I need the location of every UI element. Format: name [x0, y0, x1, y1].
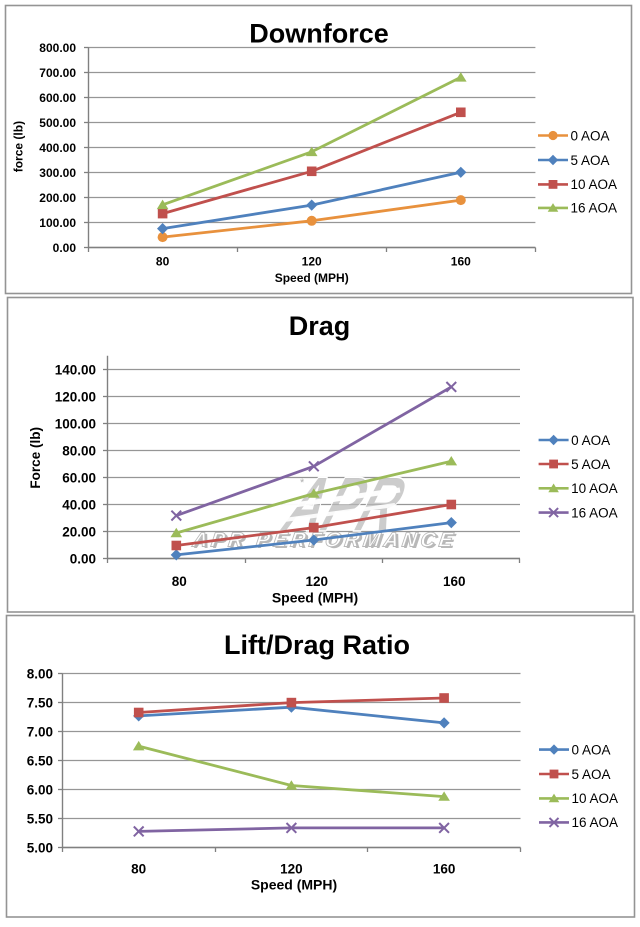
svg-text:700.00: 700.00	[39, 66, 76, 80]
svg-text:0 AOA: 0 AOA	[572, 742, 611, 757]
svg-text:16 AOA: 16 AOA	[571, 505, 618, 520]
svg-text:6.00: 6.00	[27, 782, 53, 797]
svg-text:160: 160	[443, 574, 466, 589]
svg-text:120: 120	[280, 861, 303, 876]
svg-text:120: 120	[306, 574, 329, 589]
svg-text:6.50: 6.50	[27, 753, 53, 768]
svg-text:7.00: 7.00	[27, 724, 53, 739]
svg-text:120.00: 120.00	[55, 389, 96, 404]
svg-text:300.00: 300.00	[39, 166, 76, 180]
svg-text:5.50: 5.50	[27, 811, 53, 826]
svg-text:5 AOA: 5 AOA	[571, 153, 610, 168]
svg-text:400.00: 400.00	[39, 141, 76, 155]
svg-text:0.00: 0.00	[70, 551, 96, 566]
svg-text:160: 160	[451, 254, 471, 268]
svg-text:120: 120	[302, 254, 322, 268]
svg-text:10 AOA: 10 AOA	[572, 791, 619, 806]
svg-text:80: 80	[156, 254, 170, 268]
svg-text:80: 80	[131, 861, 146, 876]
svg-text:16 AOA: 16 AOA	[571, 201, 618, 216]
svg-text:0 AOA: 0 AOA	[571, 433, 610, 448]
svg-text:8.00: 8.00	[27, 666, 53, 681]
svg-text:Drag: Drag	[289, 311, 351, 341]
svg-text:140.00: 140.00	[55, 362, 96, 377]
svg-text:100.00: 100.00	[55, 416, 96, 431]
svg-text:100.00: 100.00	[39, 216, 76, 230]
svg-text:5 AOA: 5 AOA	[571, 457, 610, 472]
svg-text:*: *	[300, 477, 305, 489]
svg-text:60.00: 60.00	[62, 470, 96, 485]
svg-text:Force (lb): Force (lb)	[28, 427, 43, 489]
svg-text:7.50: 7.50	[27, 695, 53, 710]
svg-text:16 AOA: 16 AOA	[572, 815, 619, 830]
svg-text:Speed (MPH): Speed (MPH)	[251, 877, 337, 893]
svg-text:5.00: 5.00	[27, 840, 53, 855]
svg-text:Lift/Drag Ratio: Lift/Drag Ratio	[224, 630, 410, 660]
svg-text:80: 80	[172, 574, 187, 589]
svg-text:Speed (MPH): Speed (MPH)	[272, 590, 358, 606]
svg-text:10 AOA: 10 AOA	[571, 481, 618, 496]
svg-text:Speed (MPH): Speed (MPH)	[275, 271, 349, 285]
svg-text:160: 160	[433, 861, 456, 876]
svg-text:Downforce: Downforce	[249, 19, 389, 49]
svg-text:40.00: 40.00	[62, 497, 96, 512]
svg-text:5 AOA: 5 AOA	[572, 767, 611, 782]
svg-text:200.00: 200.00	[39, 191, 76, 205]
svg-text:800.00: 800.00	[39, 41, 76, 55]
svg-text:20.00: 20.00	[62, 524, 96, 539]
svg-text:0 AOA: 0 AOA	[571, 128, 610, 143]
svg-text:10 AOA: 10 AOA	[571, 177, 618, 192]
svg-text:500.00: 500.00	[39, 116, 76, 130]
svg-text:0.00: 0.00	[53, 241, 77, 255]
svg-text:600.00: 600.00	[39, 91, 76, 105]
svg-text:force (lb): force (lb)	[12, 121, 26, 172]
svg-text:80.00: 80.00	[62, 443, 96, 458]
